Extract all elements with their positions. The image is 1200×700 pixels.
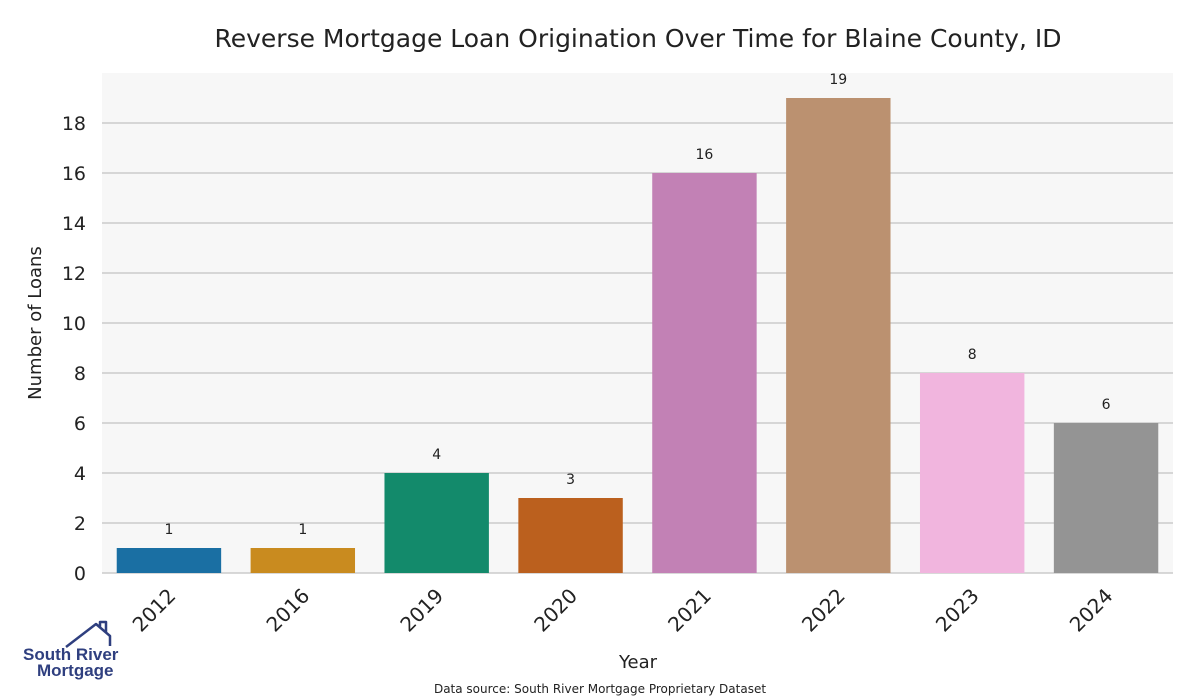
x-tick-label: 2022 [797, 584, 850, 637]
bar-2021 [652, 173, 757, 573]
data-source-note: Data source: South River Mortgage Propri… [434, 682, 766, 696]
data-label-2024: 6 [1102, 397, 1111, 413]
chart-title: Reverse Mortgage Loan Origination Over T… [215, 24, 1062, 53]
x-axis-title: Year [618, 652, 658, 673]
y-tick-label: 12 [62, 263, 86, 285]
logo-line-2: Mortgage [37, 661, 114, 680]
bar-2016 [250, 548, 356, 573]
x-tick-label: 2021 [663, 584, 716, 637]
x-axis-ticks: 2012 2016 2019 2020 2021 2022 2023 2024 [128, 584, 1118, 637]
y-tick-label: 4 [74, 463, 86, 485]
data-label-2016: 1 [298, 522, 307, 538]
bar-2022 [786, 98, 891, 573]
bar-2023 [919, 373, 1025, 573]
bar-2020 [518, 498, 623, 573]
y-tick-label: 14 [62, 213, 86, 235]
gridlines [102, 122, 1173, 574]
logo-line-1: South River [23, 645, 119, 664]
x-tick-label: 2019 [395, 584, 448, 637]
data-labels: 1 1 4 3 16 19 8 6 [164, 72, 1110, 538]
y-tick-label: 18 [62, 113, 86, 135]
y-axis-ticks: 0 2 4 6 8 10 12 14 16 18 [62, 113, 86, 585]
data-label-2019: 4 [432, 447, 441, 463]
bars [116, 98, 1159, 573]
y-tick-label: 6 [74, 413, 86, 435]
y-axis-title: Number of Loans [25, 246, 46, 400]
data-label-2020: 3 [566, 472, 575, 488]
data-label-2022: 19 [829, 72, 847, 88]
bar-2024 [1053, 423, 1159, 573]
x-tick-label: 2020 [529, 584, 582, 637]
y-tick-label: 10 [62, 313, 86, 335]
data-label-2012: 1 [164, 522, 173, 538]
x-tick-label: 2023 [931, 584, 984, 637]
y-tick-label: 2 [74, 513, 86, 535]
house-roof-icon [65, 620, 112, 648]
x-tick-label: 2024 [1065, 584, 1118, 637]
bar-2019 [384, 473, 489, 573]
data-label-2023: 8 [968, 347, 977, 363]
x-tick-label: 2012 [128, 584, 181, 637]
y-tick-label: 8 [74, 363, 86, 385]
y-tick-label: 16 [62, 163, 86, 185]
data-label-2021: 16 [696, 147, 714, 163]
y-tick-label: 0 [74, 563, 86, 585]
logo: South River Mortgage [23, 620, 119, 680]
x-tick-label: 2016 [261, 584, 314, 637]
bar-2012 [116, 548, 222, 573]
